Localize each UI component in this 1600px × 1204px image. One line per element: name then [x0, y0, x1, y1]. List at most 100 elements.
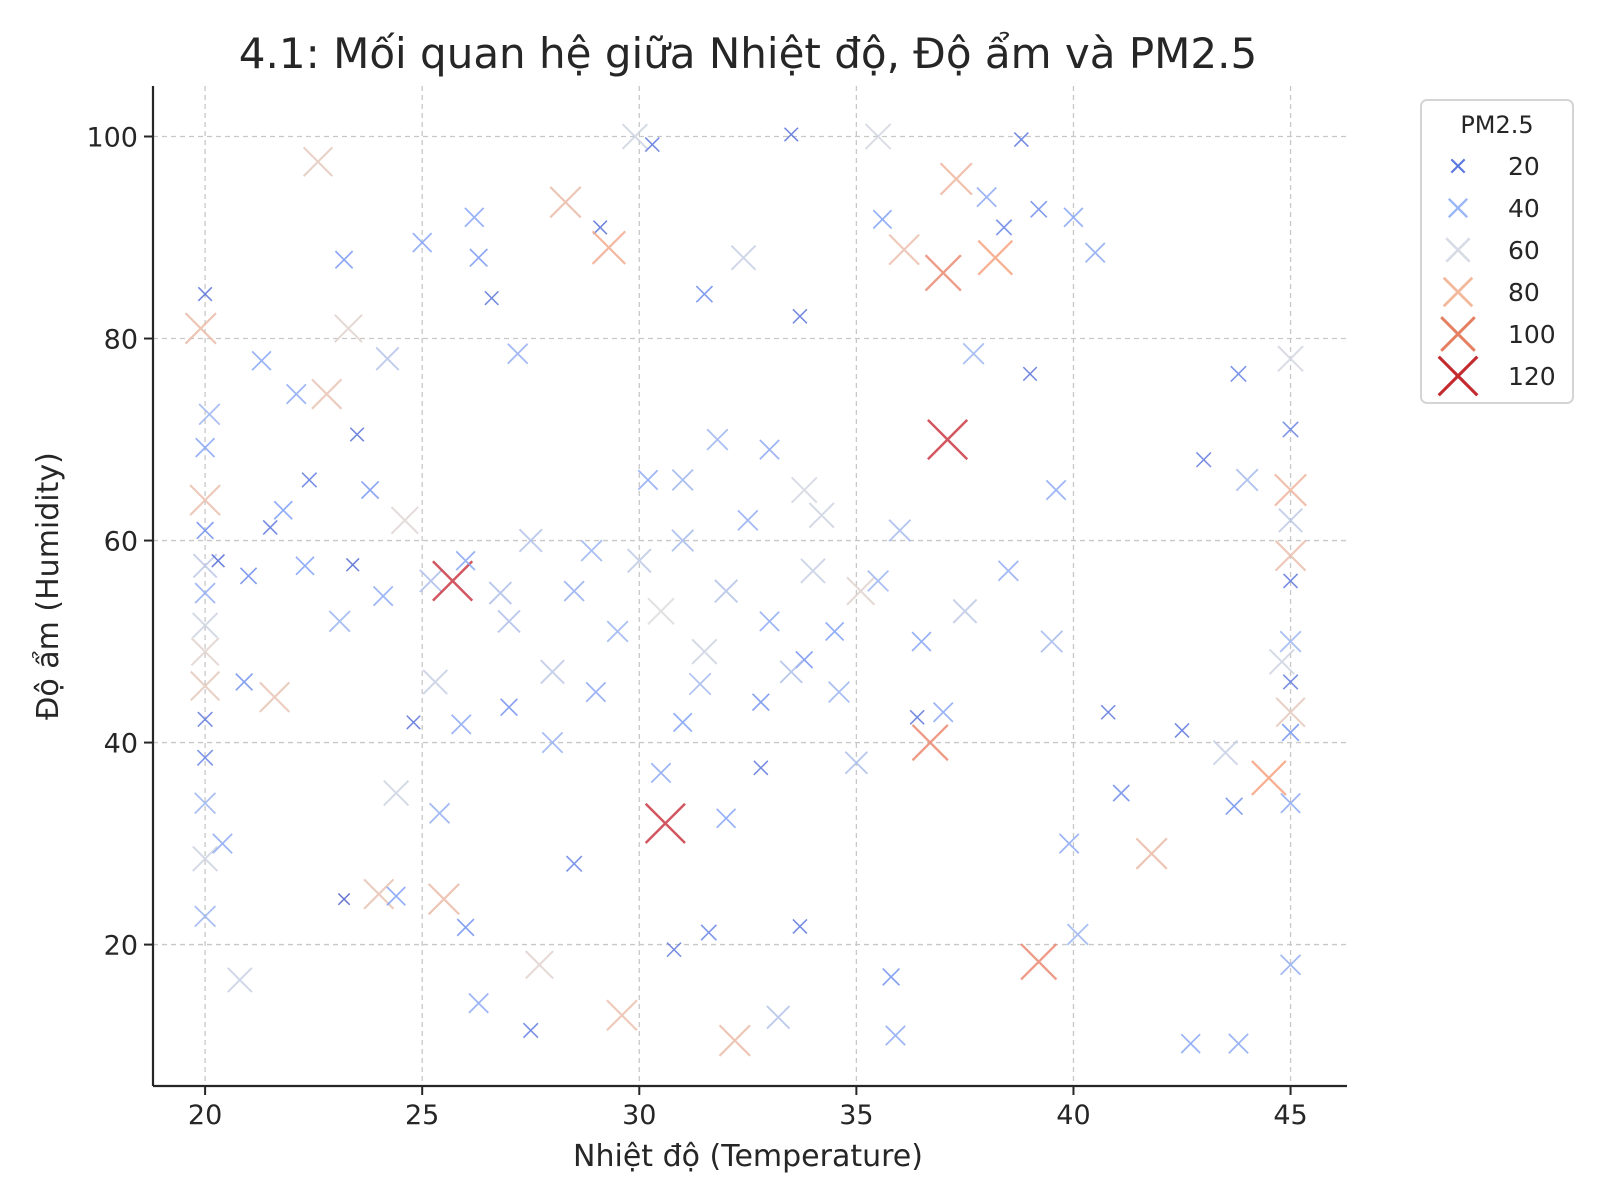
data-point: [995, 219, 1013, 236]
data-point: [295, 556, 315, 576]
data-point: [1174, 722, 1190, 738]
data-point: [825, 621, 845, 642]
data-point: [637, 469, 659, 491]
legend-label-120: 120: [1508, 362, 1556, 391]
data-point: [456, 918, 475, 937]
x-tick-label-40: 40: [1056, 1100, 1090, 1131]
legend-label-100: 100: [1508, 320, 1556, 349]
data-point: [783, 127, 799, 142]
data-point: [194, 905, 217, 928]
data-point: [939, 162, 973, 196]
x-tick-label-35: 35: [839, 1100, 873, 1131]
data-point: [706, 428, 729, 451]
data-point: [1135, 837, 1168, 870]
data-point: [792, 308, 808, 324]
data-point: [1278, 508, 1303, 533]
data-point: [484, 290, 499, 306]
data-point: [766, 1005, 791, 1030]
data-point: [563, 580, 585, 602]
data-point: [390, 506, 419, 535]
data-point: [211, 553, 225, 568]
y-tick-label-60: 60: [104, 527, 138, 558]
data-point: [867, 569, 890, 592]
data-point: [522, 1022, 539, 1039]
data-point: [1282, 421, 1299, 438]
data-point: [488, 581, 512, 605]
x-ticks: 20 25 30 35 40 45: [188, 1086, 1308, 1131]
data-point: [1066, 923, 1089, 946]
data-point: [1275, 697, 1306, 728]
data-point: [189, 484, 221, 516]
data-point: [540, 659, 565, 685]
y-tick-label-20: 20: [104, 931, 138, 962]
y-tick-label-100: 100: [86, 123, 138, 154]
data-point: [828, 681, 850, 704]
data-point: [808, 502, 835, 529]
data-point: [386, 886, 406, 906]
data-point: [349, 427, 365, 442]
data-point: [372, 585, 394, 607]
data-point: [952, 598, 978, 624]
data-point: [932, 701, 954, 723]
data-point: [759, 439, 780, 460]
data-point: [592, 220, 608, 235]
x-tick-label-20: 20: [188, 1100, 222, 1131]
data-point: [1235, 468, 1259, 492]
data-point: [1180, 1033, 1201, 1054]
data-point: [190, 637, 220, 667]
data-point: [1084, 242, 1106, 263]
legend-title: PM2.5: [1460, 111, 1533, 139]
data-point: [911, 631, 932, 652]
data-point: [647, 597, 675, 625]
data-point: [455, 550, 476, 571]
data-point: [251, 350, 272, 371]
data-point: [262, 519, 278, 535]
legend-marker-60: [1445, 237, 1471, 263]
data-point: [997, 560, 1019, 582]
data-point: [345, 557, 360, 572]
data-point: [885, 1025, 906, 1046]
legend-entries: 20 40 60 80 100 120: [1437, 152, 1556, 397]
data-point: [192, 612, 219, 639]
y-ticks: 20 40 60 80 100: [86, 123, 153, 962]
data-point: [500, 698, 518, 717]
data-point: [888, 519, 912, 542]
data-point: [591, 230, 627, 265]
data-point: [606, 620, 629, 643]
data-point: [626, 548, 652, 574]
data-point: [1283, 573, 1299, 589]
data-point: [333, 314, 363, 343]
data-point: [541, 731, 564, 754]
data-point: [1274, 539, 1307, 572]
data-point: [1020, 943, 1058, 981]
data-point: [1280, 792, 1301, 814]
data-point: [468, 992, 489, 1014]
data-point: [227, 967, 253, 993]
legend-box: [1420, 99, 1574, 404]
data-point: [194, 792, 217, 815]
data-point: [585, 681, 607, 703]
data-point: [976, 186, 997, 208]
data-point: [779, 660, 803, 684]
data-point: [1045, 479, 1067, 501]
data-point: [688, 672, 712, 696]
data-point: [730, 244, 757, 271]
data-point: [192, 553, 218, 579]
data-point: [1279, 630, 1302, 653]
data-point: [691, 638, 718, 665]
data-point: [1063, 207, 1084, 228]
legend-marker-100: [1440, 316, 1476, 352]
data-point: [1228, 1033, 1249, 1054]
x-axis-label: Nhiệt độ (Temperature): [573, 1139, 923, 1174]
data-point: [888, 233, 920, 266]
data-point: [1277, 345, 1304, 373]
legend-marker-120: [1437, 355, 1479, 397]
data-point: [695, 285, 714, 303]
data-point: [507, 343, 529, 365]
data-point: [302, 146, 334, 177]
data-point: [184, 312, 217, 345]
data-point: [194, 582, 216, 604]
data-point: [672, 712, 693, 733]
